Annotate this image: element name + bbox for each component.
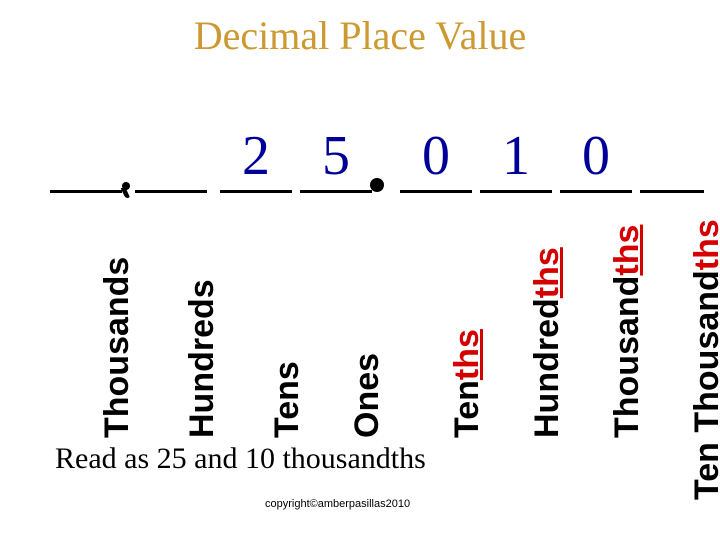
digit-hundredths: 1: [480, 124, 552, 188]
slot-line-4: [400, 190, 472, 193]
label-thousands: Thousands: [98, 257, 137, 438]
label-hundredths: Hundredths: [528, 247, 567, 438]
digit-ones: 5: [300, 124, 372, 188]
label-ones: Ones: [348, 353, 387, 438]
slide-stage: Decimal Place Value 2 5 0 1 0 Thousands …: [0, 0, 720, 540]
slot-line-7: [640, 190, 704, 193]
digit-thousandths: 0: [560, 124, 632, 188]
slot-line-1: [135, 190, 207, 193]
label-hundreds: Hundreds: [183, 279, 222, 438]
label-thousandths: Thousandths: [608, 225, 647, 438]
label-tenths: Tenths: [448, 329, 487, 438]
digit-tenths: 0: [400, 124, 472, 188]
comma-tail-icon: [121, 188, 131, 198]
slot-line-0: [50, 190, 122, 193]
decimal-point-icon: [370, 178, 384, 192]
slot-line-3: [300, 190, 372, 193]
digit-tens: 2: [220, 124, 292, 188]
label-tens: Tens: [268, 361, 307, 438]
label-ten-thousandths: Ten Thousandths: [688, 219, 720, 500]
slot-line-2: [220, 190, 292, 193]
copyright-text: copyright©amberpasillas2010: [265, 498, 410, 510]
slide-title: Decimal Place Value: [0, 12, 720, 59]
slot-line-5: [480, 190, 552, 193]
slot-line-6: [560, 190, 632, 193]
reading-text: Read as 25 and 10 thousandths: [55, 442, 426, 476]
